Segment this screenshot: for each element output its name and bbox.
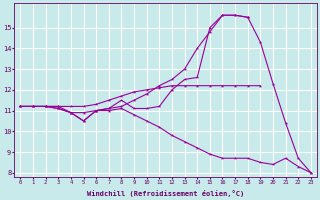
X-axis label: Windchill (Refroidissement éolien,°C): Windchill (Refroidissement éolien,°C) <box>87 190 244 197</box>
